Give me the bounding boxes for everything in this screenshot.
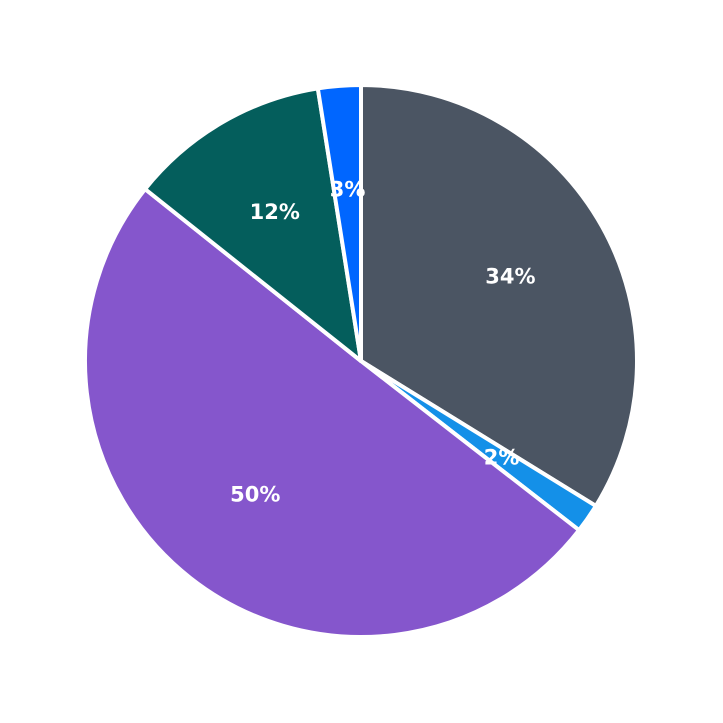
pie-labels: 34% 2% 50% 12% 3% <box>230 177 535 506</box>
slice-percent-label: 2% <box>484 446 520 470</box>
pie-slice <box>143 86 363 363</box>
pie-slices <box>83 83 639 639</box>
slice-percent-label: 50% <box>230 483 280 507</box>
slice-percent-label: 12% <box>250 200 300 224</box>
slice-percent-label: 3% <box>330 177 366 201</box>
slice-percent-label: 34% <box>485 265 535 289</box>
pie-slice <box>83 187 582 639</box>
pie-slice <box>315 83 363 363</box>
pie-slice <box>359 83 639 508</box>
